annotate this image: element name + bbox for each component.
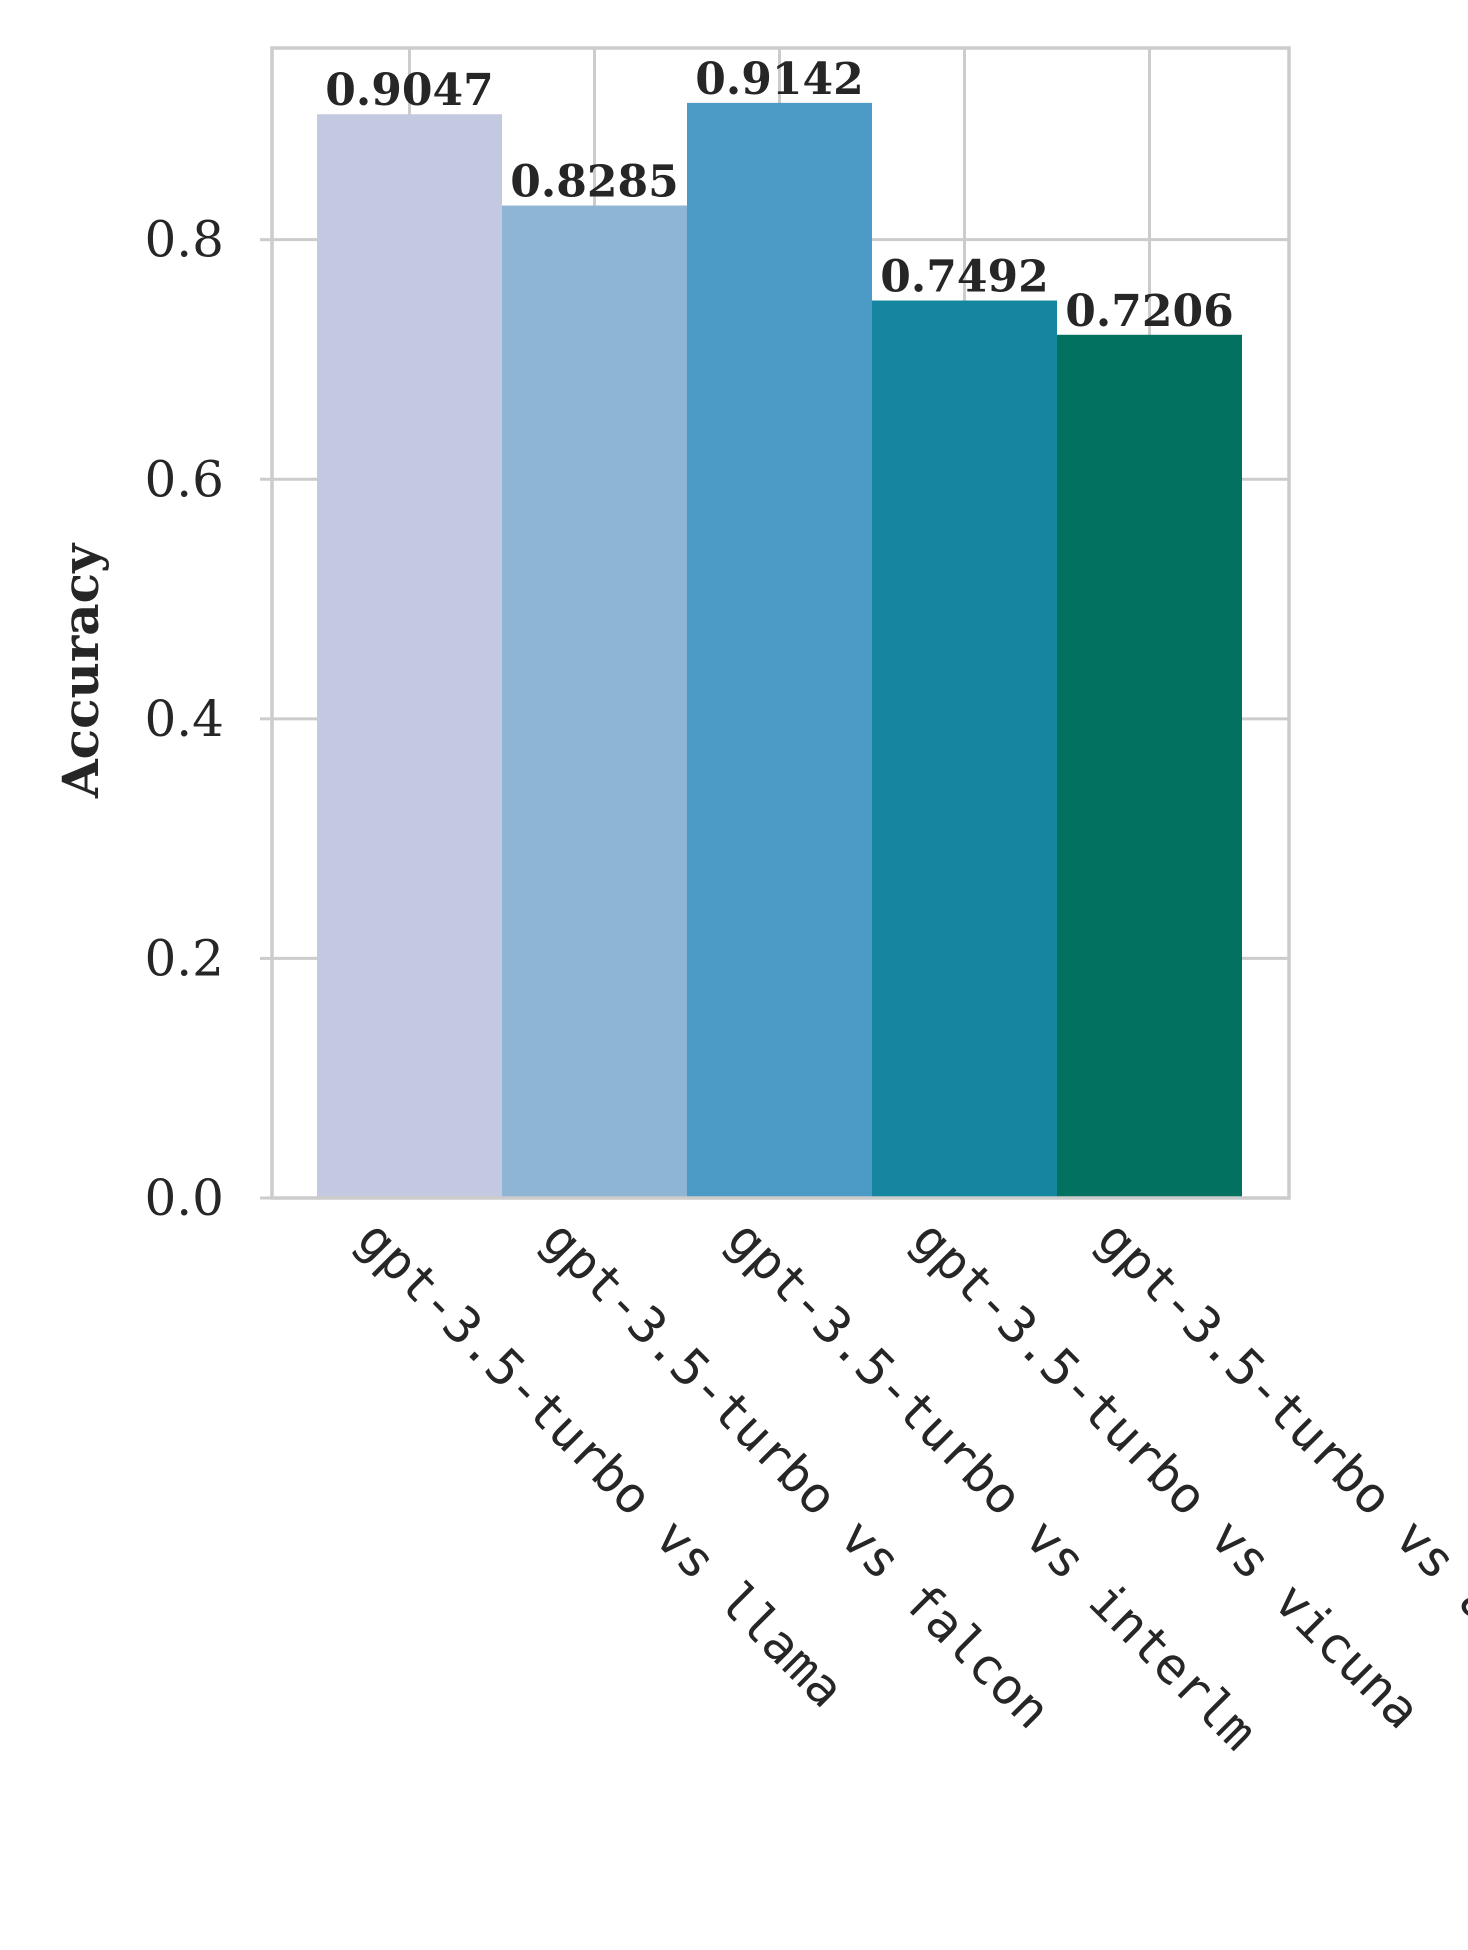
- value-label-1: 0.8285: [510, 157, 678, 208]
- bar-2: [687, 102, 872, 1198]
- y-tick-label-4: 0.8: [144, 211, 224, 269]
- bar-0: [317, 114, 502, 1199]
- plot-frame: [270, 46, 1291, 1200]
- bars: [317, 102, 1242, 1199]
- value-labels: 0.9047 0.8285 0.9142 0.7492 0.7206: [325, 54, 1233, 337]
- y-axis-label: Accuracy: [51, 542, 110, 799]
- value-label-2: 0.9142: [695, 54, 863, 105]
- bar-4: [1057, 334, 1242, 1198]
- value-label-4: 0.7206: [1065, 286, 1233, 337]
- y-tick-label-3: 0.6: [144, 450, 224, 508]
- value-label-3: 0.7492: [880, 252, 1048, 303]
- bar-3: [872, 300, 1057, 1198]
- value-label-0: 0.9047: [325, 65, 493, 116]
- bar-1: [502, 205, 687, 1198]
- y-tick-label-1: 0.2: [144, 929, 224, 987]
- y-tick-label-2: 0.4: [144, 690, 224, 748]
- y-tick-label-0: 0.0: [144, 1169, 224, 1227]
- y-axis-ticks: 0.0 0.2 0.4 0.6 0.8: [144, 211, 272, 1227]
